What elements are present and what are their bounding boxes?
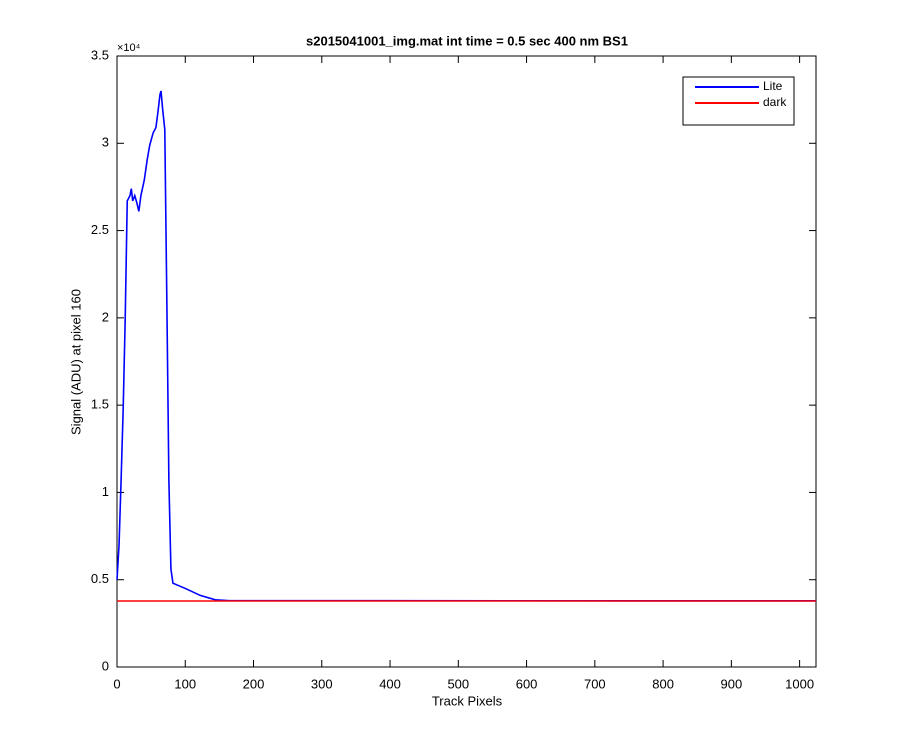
x-tick-label: 700 [584,676,606,691]
y-tick-label: 0 [102,658,109,673]
y-tick-label: 3.5 [91,47,109,62]
x-tick-label: 200 [243,676,265,691]
y-tick-label: 3 [102,135,109,150]
x-tick-label: 800 [652,676,674,691]
plot-frame [116,55,817,668]
x-tick-label: 400 [379,676,401,691]
x-axis-label: Track Pixels [432,693,503,708]
y-tick-label: 0.5 [91,571,109,586]
legend-label: Lite [763,79,783,93]
y-axis-label: Signal (ADU) at pixel 160 [68,289,83,435]
y-tick-label: 2 [102,309,109,324]
y-exponent: ×10⁴ [117,42,141,54]
y-tick-label: 1 [102,484,109,499]
x-tick-label: 500 [447,676,469,691]
legend-label: dark [763,95,787,109]
series-line [116,90,817,602]
x-tick-label: 600 [516,676,538,691]
x-tick-label: 100 [174,676,196,691]
x-tick-label: 0 [113,676,120,691]
x-tick-label: 900 [721,676,743,691]
x-tick-label: 1000 [785,676,814,691]
chart-title: s2015041001_img.mat int time = 0.5 sec 4… [306,33,628,48]
y-tick-label: 1.5 [91,397,109,412]
legend-box [682,76,795,126]
y-tick-label: 2.5 [91,222,109,237]
x-tick-label: 300 [311,676,333,691]
